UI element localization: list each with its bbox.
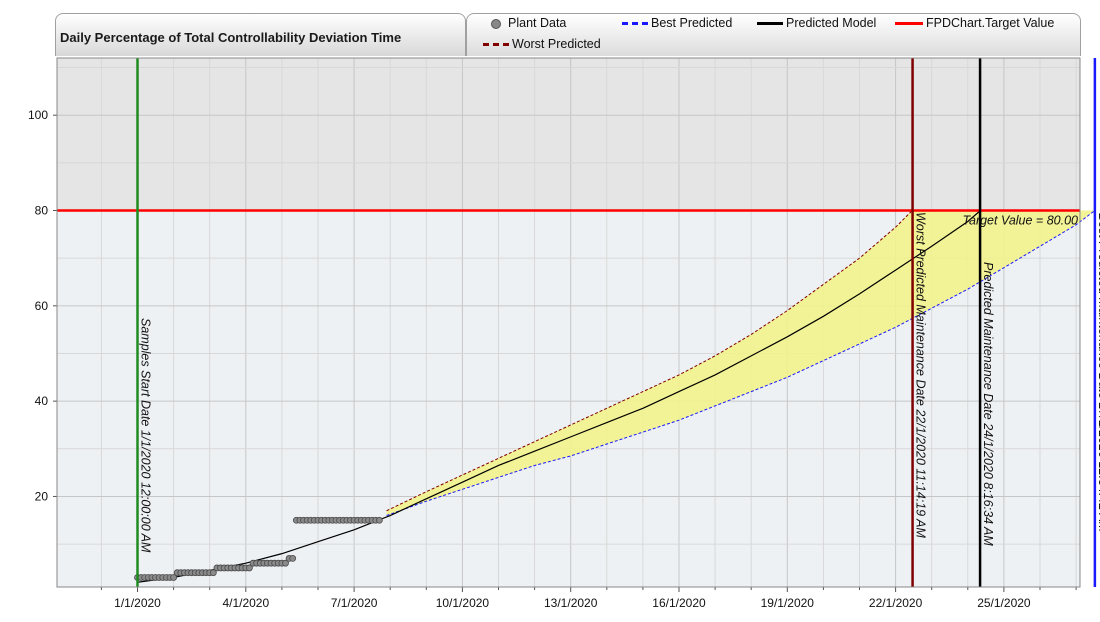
legend-item-plant-data: Plant Data: [491, 16, 566, 30]
legend-marker-predicted-model: [757, 22, 783, 26]
y-tick-label: 60: [35, 299, 49, 313]
y-tick-label: 40: [35, 394, 49, 408]
x-tick-label: 10/1/2020: [436, 596, 490, 610]
plant-data-point: [170, 574, 178, 581]
chart-title-box: [55, 13, 466, 56]
legend-item-predicted-model: Predicted Model: [757, 16, 876, 30]
y-tick-label: 20: [35, 489, 49, 503]
x-tick-label: 16/1/2020: [652, 596, 706, 610]
plot-bg-upper: [57, 58, 1080, 211]
y-tick-label: 100: [28, 108, 48, 122]
annotation-label: Best Predicted Maintenance Date 27/1/202…: [1096, 213, 1100, 533]
annotation-label: Worst Predicted Maintenance Date 22/1/20…: [914, 212, 928, 538]
legend: Plant Data Best Predicted Predicted Mode…: [466, 13, 1081, 56]
x-tick-label: 4/1/2020: [222, 596, 269, 610]
plant-data-point: [375, 516, 383, 524]
worst-predicted-line: [386, 210, 913, 512]
legend-item-best-predicted: Best Predicted: [622, 16, 732, 30]
legend-label-worst-predicted: Worst Predicted: [512, 37, 601, 51]
legend-label-predicted-model: Predicted Model: [786, 16, 877, 30]
legend-marker-target-value: [895, 22, 923, 26]
chart-title: Daily Percentage of Total Controllabilit…: [60, 30, 402, 45]
plant-data-point: [246, 564, 253, 572]
legend-label-plant-data: Plant Data: [508, 16, 567, 30]
x-tick-label: 13/1/2020: [544, 596, 598, 610]
legend-label-best-predicted: Best Predicted: [651, 16, 733, 30]
x-tick-label: 25/1/2020: [977, 596, 1031, 610]
predicted-model-line: [137, 210, 981, 583]
legend-marker-best-predicted: [622, 22, 648, 26]
x-tick-label: 19/1/2020: [761, 596, 815, 610]
target-value-label: Target Value = 80.00: [963, 214, 1079, 228]
x-tick-label: 22/1/2020: [869, 596, 923, 610]
plant-data-point: [209, 569, 217, 577]
annotation-label: Predicted Maintenance Date 24/1/2020 8:1…: [981, 262, 995, 546]
legend-item-target-value: FPDChart.Target Value: [895, 16, 1054, 30]
legend-marker-plant-data: [491, 18, 501, 29]
x-tick-label: 1/1/2020: [114, 596, 161, 610]
x-tick-label: 7/1/2020: [331, 596, 378, 610]
annotation-label: Samples Start Date 1/1/2020 12:00:00 AM: [139, 318, 153, 553]
legend-marker-worst-predicted: [483, 43, 509, 47]
legend-label-target-value: FPDChart.Target Value: [926, 16, 1055, 30]
y-tick-label: 80: [35, 204, 49, 218]
plant-data-point: [282, 559, 289, 567]
legend-item-worst-predicted: Worst Predicted: [483, 37, 601, 51]
plant-data-point: [289, 555, 297, 562]
plot-border: [56, 57, 1081, 588]
best-predicted-line: [386, 210, 1096, 516]
